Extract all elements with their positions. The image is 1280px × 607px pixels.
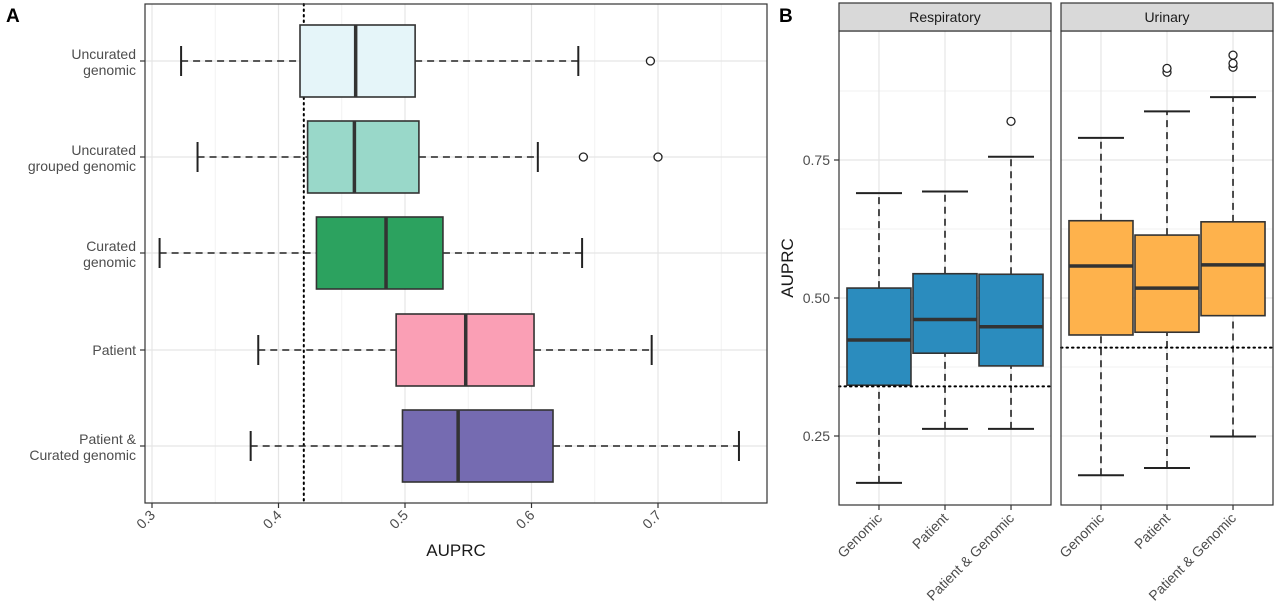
panel-a-letter: A	[6, 6, 20, 27]
category-label: Uncurated genomic	[71, 46, 136, 78]
box	[306, 120, 420, 194]
category-label-line: genomic	[83, 254, 136, 270]
outlier-point	[1162, 63, 1172, 74]
facet-title: Respiratory	[909, 9, 981, 25]
x-tick-label: Patient	[1131, 510, 1173, 552]
panel-border	[144, 3, 768, 504]
x-tick-label: 0.5	[386, 507, 411, 532]
category-label-line: genomic	[83, 62, 136, 78]
x-tick-label: 0.4	[260, 507, 285, 532]
box	[299, 24, 416, 98]
category-label: Patient	[92, 342, 136, 358]
y-tick-label: 0.75	[803, 152, 830, 168]
x-tick-label: Patient	[909, 510, 951, 552]
box	[401, 409, 554, 483]
category-label-line: Uncurated	[71, 142, 136, 158]
outlier-point	[578, 152, 589, 162]
panel-b-letter: B	[779, 6, 793, 27]
facet-title: Urinary	[1144, 9, 1189, 25]
box	[1200, 221, 1266, 317]
outlier-point	[1006, 116, 1016, 127]
y-tick-label: 0.50	[803, 290, 830, 306]
x-tick-label: 0.3	[133, 507, 158, 532]
x-tick-label: 0.7	[639, 507, 664, 532]
category-label: Patient & Curated genomic	[29, 431, 136, 463]
x-tick-label: Genomic	[834, 510, 885, 561]
panel-b: B 0.25 0.50 0.75 AUPRC Respiratory Genomic Pati…	[778, 2, 1274, 604]
box	[912, 272, 978, 355]
box	[1134, 234, 1200, 334]
box	[846, 287, 912, 387]
outlier-point	[653, 152, 663, 162]
y-axis-title: AUPRC	[778, 238, 797, 298]
y-tick-label: 0.25	[803, 428, 830, 444]
outlier-point	[645, 56, 656, 66]
x-axis-title: AUPRC	[426, 541, 486, 560]
category-label-line: Patient	[92, 342, 136, 358]
category-label-line: Patient &	[79, 431, 136, 447]
category-label-line: Curated	[86, 238, 136, 254]
category-label: Curated genomic	[83, 238, 136, 270]
category-label: Uncurated grouped genomic	[28, 142, 136, 174]
box	[1068, 219, 1134, 336]
box	[978, 273, 1044, 367]
category-label-line: grouped genomic	[28, 158, 136, 174]
category-label-line: Curated genomic	[29, 447, 136, 463]
x-tick-label: Genomic	[1056, 510, 1107, 561]
facet-strip	[1060, 2, 1274, 32]
outlier-point	[1228, 58, 1238, 69]
category-label-line: Uncurated	[71, 46, 136, 62]
outlier-point	[1228, 50, 1238, 60]
box	[315, 216, 444, 290]
x-tick-label: 0.6	[513, 507, 538, 532]
facet-strip	[838, 2, 1052, 32]
